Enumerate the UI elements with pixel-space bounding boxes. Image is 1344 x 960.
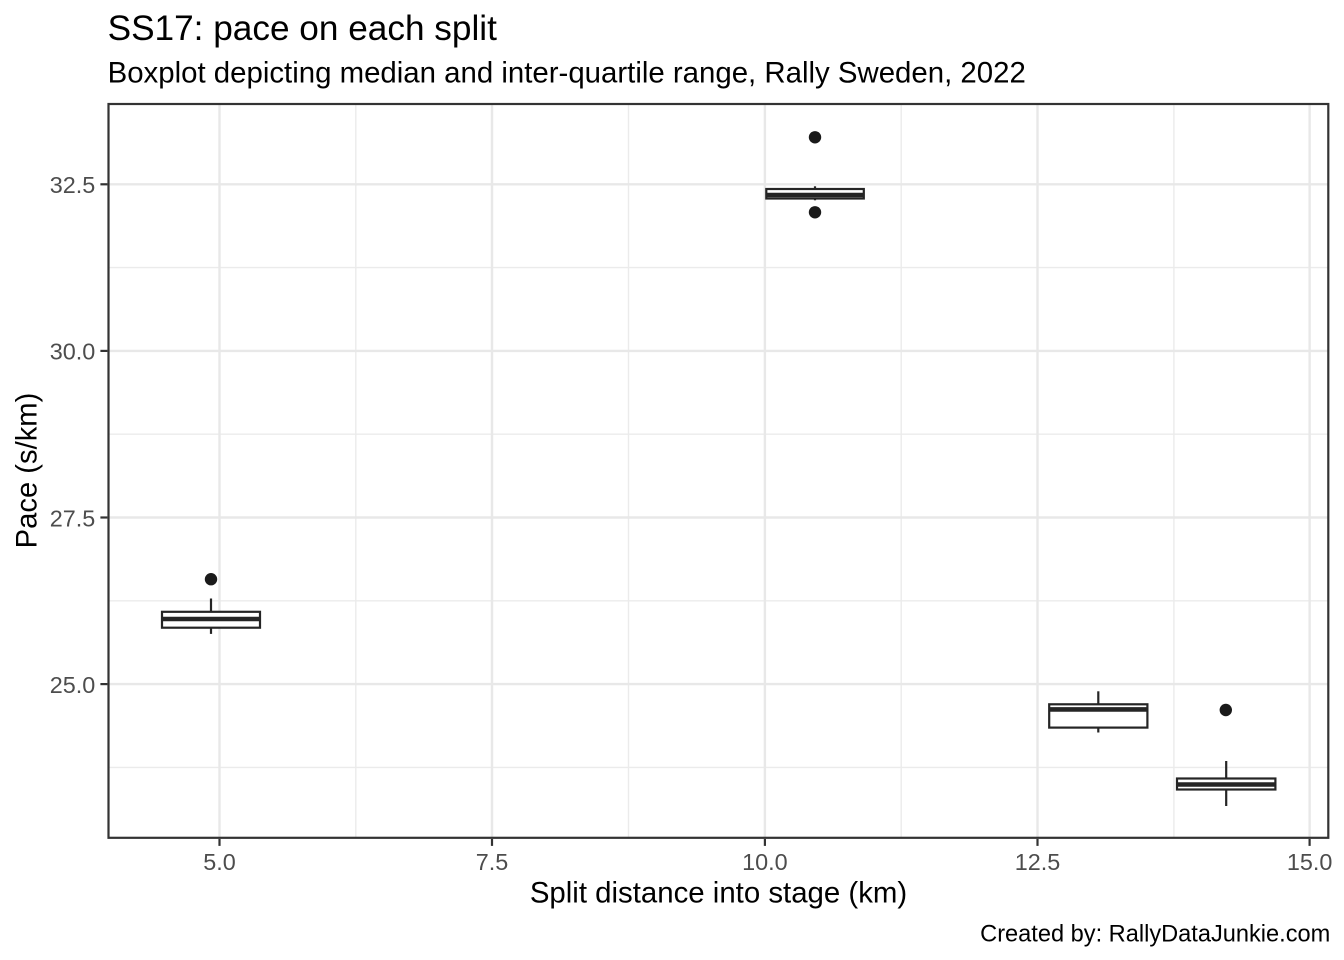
svg-text:15.0: 15.0 xyxy=(1287,849,1333,875)
svg-text:Pace (s/km): Pace (s/km) xyxy=(12,393,44,549)
svg-text:Created by: RallyDataJunkie.co: Created by: RallyDataJunkie.com xyxy=(980,921,1330,947)
svg-text:10.0: 10.0 xyxy=(742,849,788,875)
svg-text:SS17: pace on each split: SS17: pace on each split xyxy=(108,9,498,48)
svg-text:5.0: 5.0 xyxy=(203,849,236,875)
svg-text:25.0: 25.0 xyxy=(50,672,96,698)
svg-text:Split distance into stage (km): Split distance into stage (km) xyxy=(530,877,907,910)
svg-text:12.5: 12.5 xyxy=(1015,849,1061,875)
svg-text:27.5: 27.5 xyxy=(50,505,96,531)
svg-text:30.0: 30.0 xyxy=(50,339,96,365)
svg-text:32.5: 32.5 xyxy=(50,172,96,198)
svg-text:Boxplot depicting median and i: Boxplot depicting median and inter-quart… xyxy=(108,57,1026,90)
svg-text:7.5: 7.5 xyxy=(476,849,509,875)
